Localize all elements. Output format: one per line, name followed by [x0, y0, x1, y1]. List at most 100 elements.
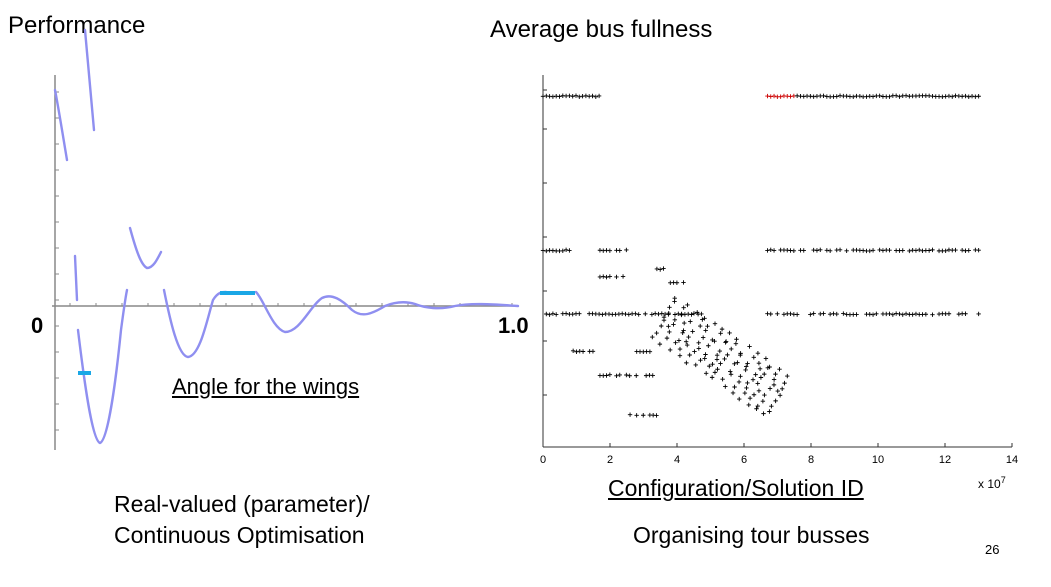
data-point — [946, 93, 952, 99]
data-point — [614, 274, 619, 280]
data-point — [596, 93, 602, 99]
curve-branch — [83, 28, 96, 132]
data-point — [709, 375, 715, 380]
left-y-axis-label: Performance — [8, 12, 146, 39]
data-point — [811, 94, 816, 99]
data-point — [686, 334, 691, 340]
data-point — [636, 312, 641, 317]
data-point — [735, 360, 740, 365]
data-point — [779, 386, 785, 391]
data-point — [969, 93, 975, 99]
data-point — [681, 305, 686, 310]
data-point — [769, 404, 774, 409]
data-point — [722, 356, 727, 362]
data-point — [890, 312, 896, 317]
data-point — [725, 352, 730, 358]
data-point — [768, 311, 773, 317]
data-point — [641, 413, 646, 418]
data-point — [659, 323, 664, 329]
data-point — [867, 312, 872, 317]
data-point — [633, 311, 638, 316]
data-point — [703, 352, 708, 357]
data-point — [738, 351, 743, 356]
data-point — [659, 311, 664, 316]
data-point — [593, 94, 598, 100]
data-point — [703, 371, 709, 376]
data-point — [743, 367, 748, 373]
data-point — [693, 362, 698, 368]
data-point — [903, 93, 909, 98]
data-point — [643, 311, 648, 317]
data-point — [712, 321, 718, 326]
data-point — [700, 335, 706, 340]
right-x-tick-label: 8 — [808, 454, 814, 466]
data-point — [634, 413, 639, 418]
data-point — [801, 248, 806, 253]
data-point — [767, 386, 773, 391]
data-point — [607, 274, 613, 279]
data-point — [903, 311, 909, 316]
data-point — [661, 266, 666, 271]
data-point — [624, 247, 629, 253]
data-point — [751, 392, 757, 397]
data-point — [966, 94, 971, 99]
data-point — [607, 372, 613, 377]
data-point — [723, 384, 728, 389]
data-point — [681, 320, 687, 326]
data-point — [580, 349, 586, 354]
data-point — [607, 248, 613, 253]
data-point — [627, 412, 633, 417]
data-point — [777, 393, 783, 398]
data-point — [976, 94, 981, 99]
right-x-tick-label: 6 — [741, 454, 747, 466]
data-point — [728, 369, 733, 374]
data-point — [677, 346, 683, 352]
data-point — [765, 248, 770, 253]
data-point — [963, 93, 968, 99]
data-point — [814, 248, 820, 253]
data-point — [755, 350, 761, 356]
data-point — [699, 311, 704, 317]
data-point — [827, 248, 833, 254]
data-point — [614, 373, 619, 379]
data-point — [715, 367, 720, 372]
data-point — [596, 311, 602, 317]
page-number: 26 — [985, 542, 1000, 557]
data-point — [714, 352, 720, 358]
data-point — [684, 360, 689, 366]
data-point — [685, 302, 690, 308]
data-point — [854, 312, 859, 317]
data-point — [698, 358, 703, 363]
data-point — [834, 94, 839, 99]
data-point — [683, 339, 689, 344]
data-point — [560, 248, 565, 253]
data-point — [963, 311, 968, 316]
data-point — [943, 248, 948, 254]
data-point — [696, 346, 702, 351]
data-point — [775, 311, 780, 317]
data-point — [601, 274, 606, 279]
right-chart-title: Average bus fullness — [490, 16, 713, 43]
data-point — [757, 366, 763, 372]
curve-branch — [53, 88, 69, 162]
data-point — [910, 312, 915, 317]
data-point — [667, 347, 673, 353]
data-point — [976, 311, 981, 317]
data-point — [913, 248, 919, 253]
right-x-tick-label: 4 — [674, 454, 680, 466]
data-point — [827, 312, 833, 317]
data-point — [604, 373, 609, 378]
data-point — [851, 94, 856, 100]
data-point — [913, 311, 919, 317]
data-point — [654, 330, 659, 336]
data-point — [723, 340, 728, 345]
data-point — [758, 375, 764, 380]
data-point — [729, 346, 734, 352]
right-x-axis-label: Configuration/Solution ID — [608, 475, 864, 501]
data-point — [718, 361, 723, 366]
data-point — [563, 247, 569, 253]
data-point — [567, 248, 572, 253]
left-caption-line2: Continuous Optimisation — [114, 522, 365, 548]
data-point — [768, 247, 773, 252]
